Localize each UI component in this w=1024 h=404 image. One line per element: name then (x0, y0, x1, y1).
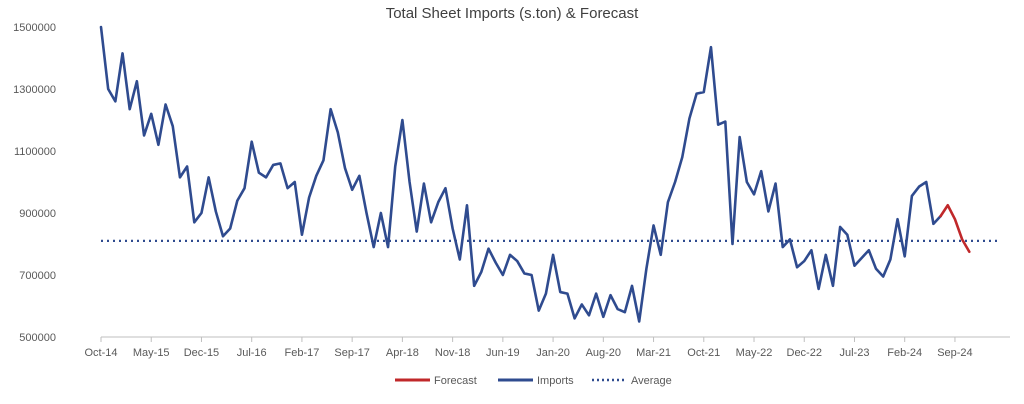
y-tick-label: 700000 (19, 270, 56, 282)
x-tick-label: Nov-18 (435, 347, 470, 359)
x-tick-label: Sep-24 (937, 347, 972, 359)
x-tick-label: Oct-21 (687, 347, 720, 359)
x-tick-label: Mar-21 (636, 347, 671, 359)
legend: Forecast Imports Average (395, 375, 672, 387)
x-tick-label: Feb-17 (284, 347, 319, 359)
y-tick-label: 1100000 (14, 146, 56, 158)
legend-average-label: Average (631, 375, 672, 387)
forecast-series-line (939, 203, 971, 254)
x-tick-label: Jul-16 (237, 347, 267, 359)
x-tick-label: Feb-24 (887, 347, 922, 359)
x-tick-label: Sep-17 (334, 347, 369, 359)
x-tick-label: Jan-20 (536, 347, 570, 359)
x-tick-label: Jun-19 (486, 347, 520, 359)
x-tick-label: Dec-22 (787, 347, 822, 359)
x-tick-label: May-22 (736, 347, 773, 359)
y-tick-label: 500000 (19, 332, 56, 344)
legend-imports-label: Imports (537, 375, 574, 387)
x-tick-label: Apr-18 (386, 347, 419, 359)
imports-series-line (99, 25, 942, 323)
chart-title: Total Sheet Imports (s.ton) & Forecast (386, 5, 639, 22)
y-tick-label: 1500000 (13, 22, 56, 34)
x-tick-label: May-15 (133, 347, 170, 359)
x-tick-label: Oct-14 (84, 347, 117, 359)
x-tick-label: Dec-15 (184, 347, 219, 359)
legend-forecast-label: Forecast (434, 375, 477, 387)
x-tick-label: Jul-23 (839, 347, 869, 359)
y-tick-label: 1300000 (13, 84, 56, 96)
y-tick-label: 900000 (19, 208, 56, 220)
x-tick-label: Aug-20 (586, 347, 621, 359)
